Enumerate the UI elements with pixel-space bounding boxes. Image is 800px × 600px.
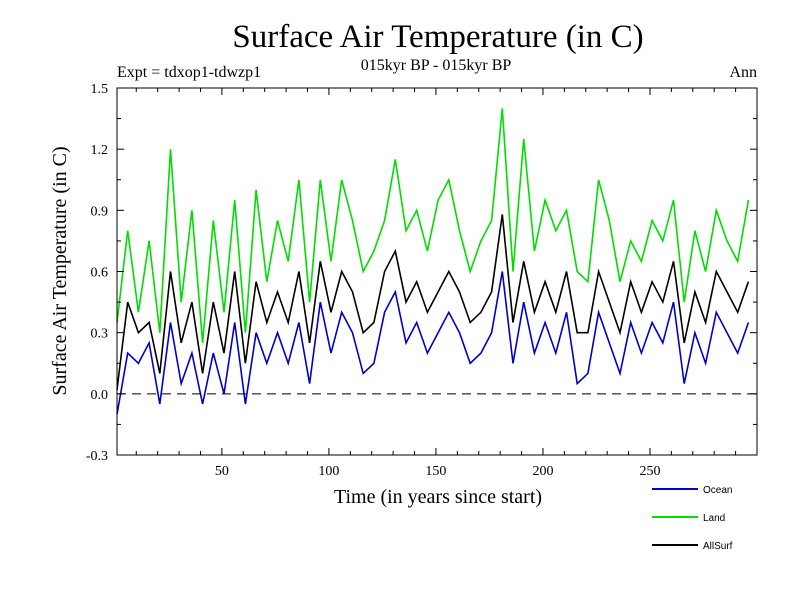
experiment-label: Expt = tdxop1-tdwzp1 xyxy=(117,64,261,81)
plot-frame xyxy=(116,87,758,456)
series-line-land xyxy=(116,108,750,343)
x-tick-label: 250 xyxy=(639,464,660,479)
legend: Ocean Land AllSurf xyxy=(652,485,733,552)
axis-ticks: -0.3 0.0 0.3 0.6 0.9 1.2 1.5 50 100 150 200 250 xyxy=(86,82,757,479)
legend-label-allsurf: AllSurf xyxy=(703,541,733,552)
plot-lines xyxy=(116,108,750,415)
x-axis-label: Time (in years since start) xyxy=(334,486,542,508)
y-tick-label: 0.9 xyxy=(91,204,109,219)
y-tick-label: 1.2 xyxy=(91,143,109,158)
x-tick-label: 150 xyxy=(425,464,446,479)
legend-label-land: Land xyxy=(703,513,725,524)
legend-label-ocean: Ocean xyxy=(703,485,732,496)
x-tick-label: 200 xyxy=(532,464,553,479)
y-tick-label: 1.5 xyxy=(91,82,109,97)
y-axis-label: Surface Air Temperature (in C) xyxy=(49,146,71,395)
y-tick-label: 0.3 xyxy=(91,327,109,342)
y-tick-label: -0.3 xyxy=(86,449,108,464)
x-tick-label: 100 xyxy=(318,464,339,479)
series-line-allsurf xyxy=(116,214,750,390)
chart-title: Surface Air Temperature (in C) xyxy=(232,19,643,55)
chart-subtitle: 015kyr BP - 015kyr BP xyxy=(361,57,512,74)
series-line-ocean xyxy=(116,271,750,415)
period-label: Ann xyxy=(729,64,757,81)
y-tick-label: 0.6 xyxy=(91,266,109,281)
y-tick-label: 0.0 xyxy=(91,388,109,403)
x-tick-label: 50 xyxy=(215,464,229,479)
